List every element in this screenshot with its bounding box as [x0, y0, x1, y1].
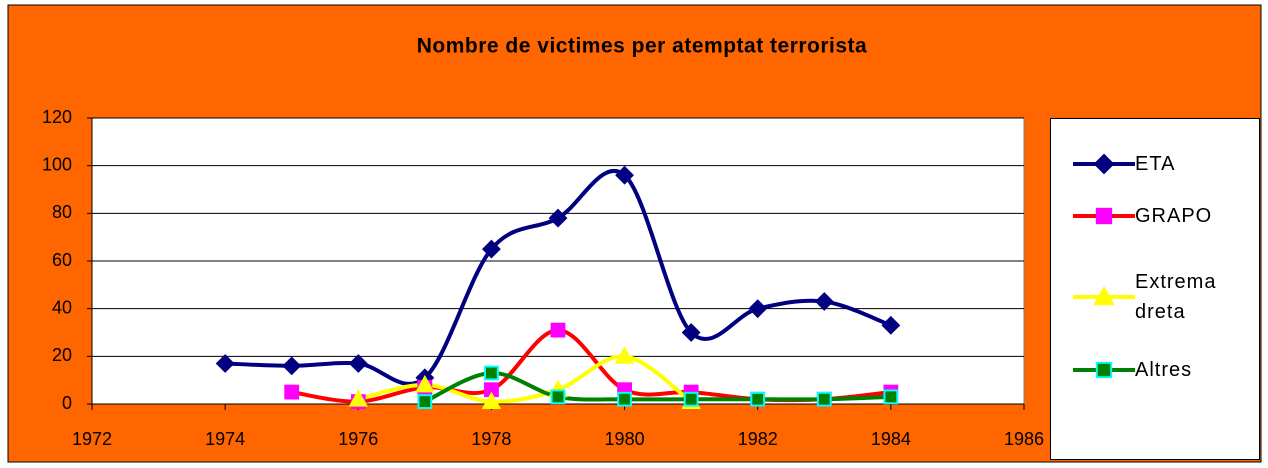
chart-title: Nombre de victimes per atemptat terroris… [417, 35, 867, 58]
marker [282, 356, 302, 376]
marker [1095, 361, 1113, 379]
x-tick-label: 1976 [338, 429, 378, 449]
marker [683, 391, 699, 407]
legend-swatch [1073, 153, 1135, 175]
marker [550, 389, 566, 405]
marker [348, 354, 368, 373]
marker [348, 389, 368, 407]
legend-entry: ETA [1051, 149, 1261, 179]
marker [816, 391, 832, 407]
marker [1093, 285, 1115, 306]
legend-label: ETA [1135, 153, 1176, 175]
y-tick-label: 60 [52, 250, 72, 270]
x-tick-label: 1978 [471, 429, 511, 449]
legend-label: Altres [1135, 359, 1193, 381]
y-tick-label: 0 [62, 393, 72, 413]
legend-entry: GRAPO [1051, 201, 1261, 231]
marker [814, 292, 834, 311]
legend-entry: Extrema dreta [1051, 267, 1261, 327]
y-tick-label: 80 [52, 202, 72, 222]
marker [883, 389, 899, 405]
marker [284, 384, 300, 400]
legend: ETA GRAPO Extrema dreta Altres [1050, 118, 1260, 460]
legend-label: GRAPO [1135, 205, 1213, 227]
x-tick-label: 1982 [738, 429, 778, 449]
marker [617, 391, 632, 407]
marker [748, 299, 768, 319]
legend-label: Extrema dreta [1135, 271, 1217, 323]
marker [415, 374, 435, 393]
marker [681, 323, 701, 342]
y-tick-label: 40 [52, 297, 72, 317]
marker [881, 315, 901, 335]
legend-swatch [1073, 361, 1135, 379]
marker [1093, 153, 1115, 175]
marker [614, 346, 635, 364]
marker [1095, 207, 1113, 225]
marker [615, 165, 634, 185]
legend-entry: Altres [1051, 355, 1261, 385]
y-tick-label: 20 [52, 345, 72, 365]
marker [550, 322, 566, 338]
x-tick-label: 1974 [205, 429, 245, 449]
legend-swatch [1073, 285, 1135, 306]
marker [481, 391, 502, 410]
y-tick-label: 120 [42, 107, 72, 127]
x-tick-label: 1986 [1004, 429, 1044, 449]
x-tick-label: 1984 [871, 429, 911, 449]
legend-swatch [1073, 207, 1135, 225]
marker [484, 365, 499, 381]
y-tick-label: 100 [42, 154, 72, 174]
x-tick-label: 1980 [605, 429, 645, 449]
marker [482, 239, 501, 259]
marker [215, 354, 235, 373]
x-tick-label: 1972 [72, 429, 112, 449]
marker [750, 391, 766, 407]
marker [417, 394, 433, 410]
marker [548, 208, 568, 228]
